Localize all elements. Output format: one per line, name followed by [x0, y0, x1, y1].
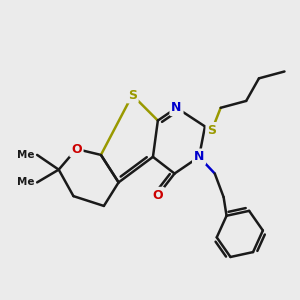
Text: N: N	[171, 101, 182, 114]
Text: Me: Me	[17, 177, 34, 188]
Text: O: O	[152, 189, 163, 202]
Text: S: S	[128, 88, 137, 101]
Text: O: O	[71, 142, 82, 155]
Text: Me: Me	[17, 150, 34, 160]
Text: S: S	[207, 124, 216, 137]
Text: N: N	[194, 150, 204, 164]
